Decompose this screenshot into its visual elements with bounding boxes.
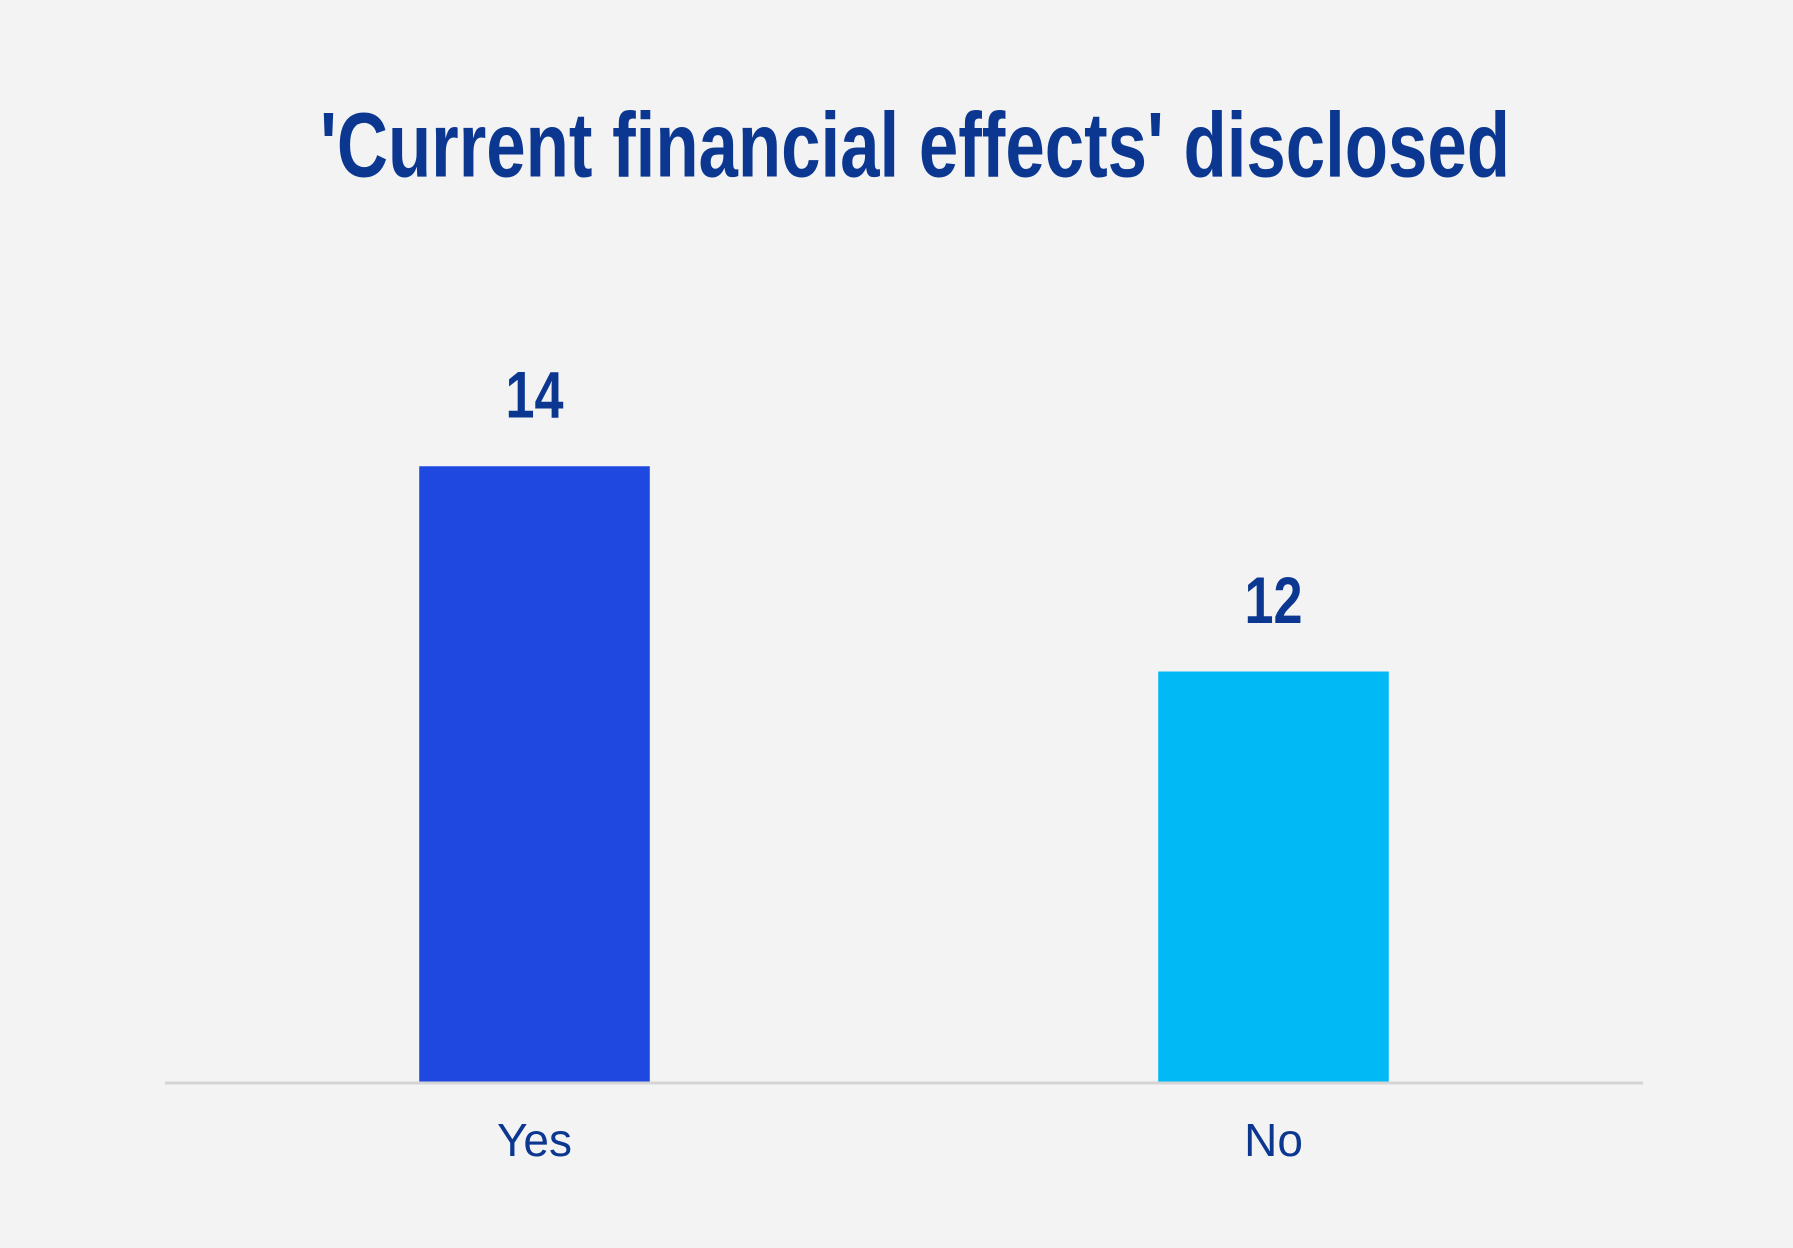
value-label: 14	[506, 358, 564, 432]
x-tick-label: No	[1244, 1114, 1303, 1166]
x-tick-label: Yes	[497, 1114, 572, 1166]
bar	[1158, 671, 1389, 1082]
value-label: 12	[1245, 563, 1303, 637]
chart-title: 'Current financial effects' disclosed	[320, 94, 1510, 196]
bar	[419, 466, 650, 1082]
